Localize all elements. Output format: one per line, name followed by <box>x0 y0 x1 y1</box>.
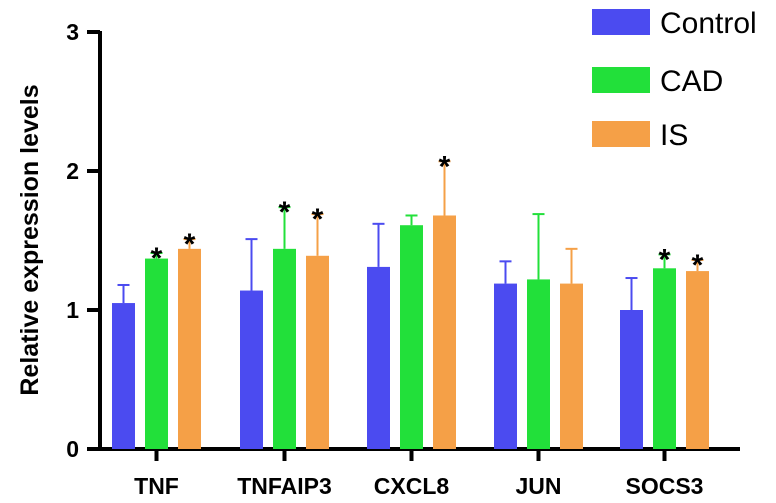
y-axis: 0 1 2 3 <box>66 19 102 462</box>
x-tick-label: TNFAIP3 <box>237 473 332 499</box>
bar-is <box>560 283 583 449</box>
legend: Control CAD IS <box>592 7 757 152</box>
y-tick-label: 0 <box>66 436 79 462</box>
x-tick-label: TNF <box>134 473 179 499</box>
legend-swatch-is <box>592 121 650 147</box>
x-tick-label: SOCS3 <box>626 473 704 499</box>
bar-is <box>433 215 456 449</box>
y-tick-label: 3 <box>66 19 79 45</box>
legend-label: IS <box>660 119 688 152</box>
bar-cad <box>400 225 423 449</box>
bar-is <box>306 255 329 449</box>
bar-cad <box>527 279 550 449</box>
significance-star: * <box>312 203 324 236</box>
bar-control <box>494 283 517 449</box>
legend-label: Control <box>660 7 757 40</box>
y-axis-label: Relative expression levels <box>16 84 44 395</box>
legend-swatch-control <box>592 9 650 35</box>
legend-swatch-cad <box>592 67 650 93</box>
bar-control <box>620 310 643 449</box>
significance-star: * <box>279 196 291 229</box>
x-axis: TNF TNFAIP3 CXCL8 JUN SOCS3 <box>98 447 740 499</box>
significance-star: * <box>151 242 163 275</box>
bar-control <box>367 266 390 449</box>
x-tick-label: JUN <box>515 473 561 499</box>
significance-star: * <box>439 150 451 183</box>
y-tick-label: 2 <box>66 158 79 184</box>
bars-group: * * * * * * * <box>112 150 709 449</box>
significance-star: * <box>184 228 196 261</box>
bar-cad <box>273 248 296 449</box>
bar-cad <box>653 268 676 449</box>
bar-is <box>686 271 709 449</box>
legend-label: CAD <box>660 65 723 98</box>
x-tick-label: CXCL8 <box>374 473 450 499</box>
significance-star: * <box>659 243 671 276</box>
significance-star: * <box>692 249 704 282</box>
bar-cad <box>145 258 168 449</box>
bar-control <box>240 290 263 449</box>
bar-control <box>112 303 135 449</box>
bar-is <box>178 248 201 449</box>
y-tick-label: 1 <box>66 297 79 323</box>
